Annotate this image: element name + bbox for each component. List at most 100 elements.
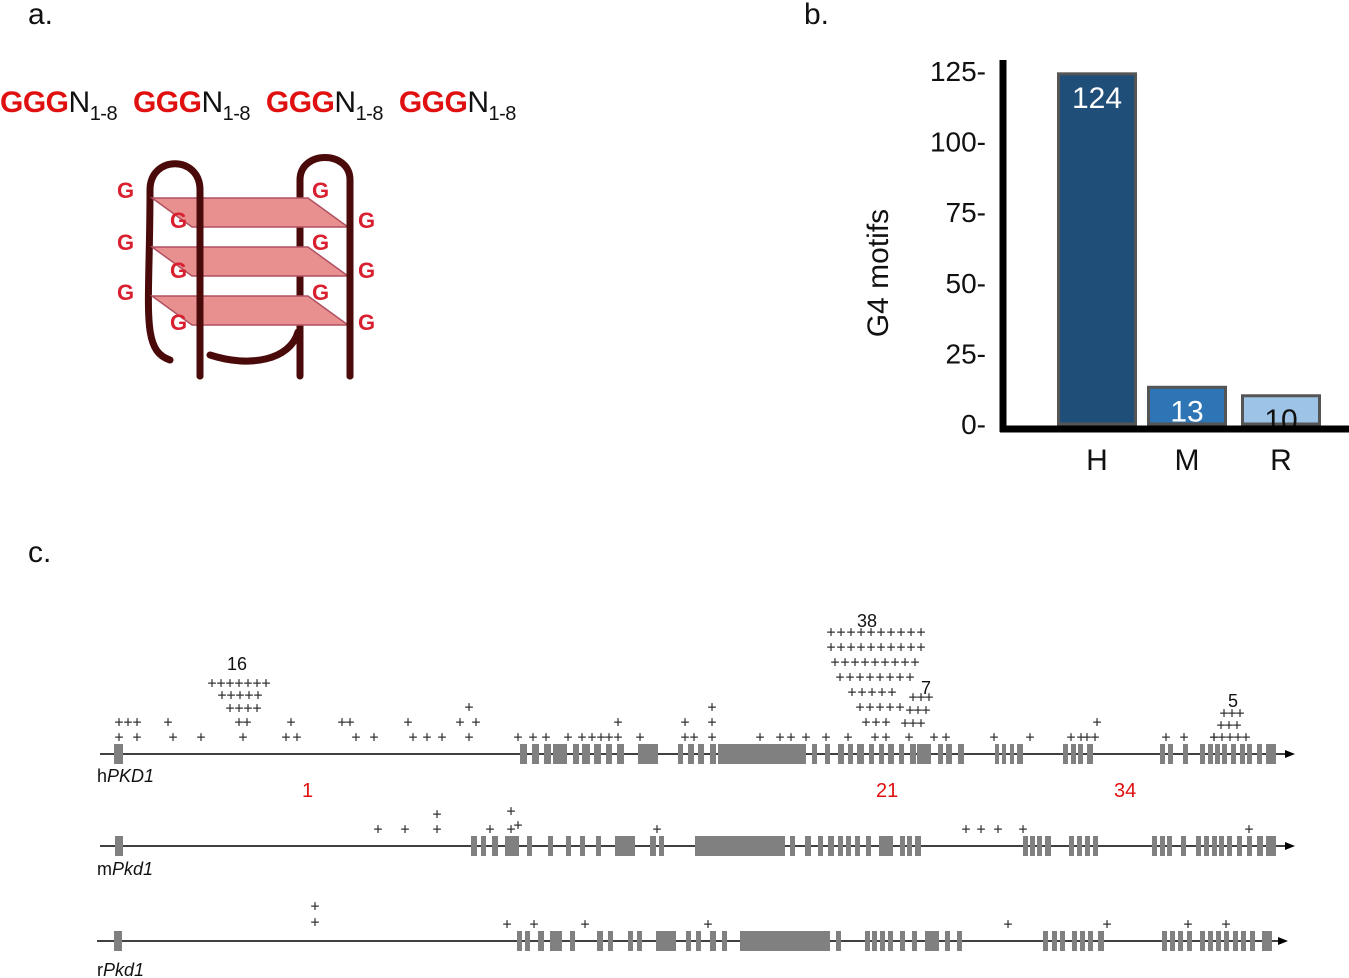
exon	[1187, 931, 1192, 951]
gene-labels: hPKD1 mPkd1 rPkd1	[97, 766, 154, 978]
g4-site-mark: +	[860, 653, 869, 671]
exon	[1168, 744, 1173, 764]
g4-site-mark: +	[1025, 728, 1034, 746]
g4-site-mark: +	[846, 638, 855, 656]
exon	[1208, 744, 1213, 764]
g4-site-mark: +	[485, 820, 494, 838]
g4-site-mark: +	[604, 728, 613, 746]
exon	[865, 931, 870, 951]
g4-site-mark: +	[881, 728, 890, 746]
bar-M	[1147, 385, 1227, 426]
exon	[656, 931, 676, 951]
strand-loops	[144, 154, 354, 380]
exon	[570, 931, 575, 951]
exon	[1093, 836, 1098, 856]
g4-site-mark: +	[845, 668, 854, 686]
g4-site-mark: +	[252, 699, 261, 717]
right-loop-strand	[296, 154, 354, 380]
g4-site-mark: +	[408, 728, 417, 746]
g4-site-mark: +	[114, 728, 123, 746]
g4-site-mark: +	[132, 728, 141, 746]
guanine-label: G	[358, 208, 375, 233]
exon	[888, 931, 893, 951]
g4-site-mark: +	[1209, 728, 1218, 746]
strand-fronts	[196, 186, 354, 380]
motif-unit: GGGN1-8	[133, 86, 251, 124]
gene-prefix: r	[97, 960, 103, 978]
g4-site-mark: +	[310, 913, 319, 931]
exon	[1037, 836, 1042, 856]
y-tick-label: 75-	[946, 197, 986, 228]
exon	[1162, 931, 1167, 951]
exon-label: 34	[1114, 780, 1136, 802]
g4-site-mark: +	[1225, 728, 1234, 746]
g4-site-mark: +	[351, 728, 360, 746]
x-tick-label: H	[1086, 444, 1108, 477]
exon	[696, 931, 701, 951]
exon	[1178, 931, 1183, 951]
g4-site-mark: +	[403, 713, 412, 731]
exon	[606, 744, 612, 764]
g4-site-mark: +	[225, 699, 234, 717]
exon	[1078, 744, 1083, 764]
gene-label-mouse: mPkd1	[97, 859, 153, 879]
g4-site-mark: +	[1227, 704, 1236, 722]
g4-site-mark: +	[855, 668, 864, 686]
exon	[1219, 836, 1224, 856]
exon	[912, 931, 917, 951]
g4-site-mark: +	[910, 653, 919, 671]
exon	[1216, 931, 1221, 951]
exon	[1241, 931, 1246, 951]
exon	[1237, 836, 1242, 856]
exon	[594, 744, 601, 764]
g4-site-mark: +	[1219, 704, 1228, 722]
g4-site-mark: +	[680, 713, 689, 731]
exon	[925, 931, 939, 951]
g4-site-mark: +	[941, 728, 950, 746]
exon	[872, 931, 877, 951]
exon	[114, 744, 123, 764]
exon	[695, 836, 785, 856]
exon	[838, 836, 843, 856]
exon	[1231, 744, 1236, 764]
exon	[114, 931, 122, 951]
g4-site-mark: +	[856, 638, 865, 656]
exon	[938, 744, 943, 764]
g4-site-mark: +	[905, 668, 914, 686]
g4-site-mark: +	[836, 623, 845, 641]
g4-site-mark: +	[1235, 704, 1244, 722]
x-tick-label: M	[1175, 444, 1200, 477]
g4-site-mark: +	[1161, 728, 1170, 746]
exon-number-labels: 1 21 34	[302, 780, 1136, 802]
exon	[115, 836, 123, 856]
exon	[1085, 836, 1090, 856]
g4-site-mark: +	[529, 915, 538, 933]
exon	[1043, 931, 1048, 951]
exon	[1017, 744, 1023, 764]
cluster-count: 7	[921, 678, 931, 698]
exon	[910, 744, 916, 764]
exon	[520, 744, 527, 764]
guanine-label: G	[117, 280, 134, 305]
exon	[471, 836, 477, 856]
exon	[1204, 836, 1209, 856]
exon	[1152, 836, 1157, 856]
g4-site-mark: +	[437, 728, 446, 746]
g4-site-mark: +	[513, 816, 522, 834]
g4-site-mark: +	[455, 713, 464, 731]
g4-site-mark: +	[281, 728, 290, 746]
g4-site-mark: +	[163, 713, 172, 731]
exon	[1088, 931, 1093, 951]
g4-site-mark: +	[243, 674, 252, 692]
exon	[1240, 744, 1245, 764]
exon-label: 21	[876, 780, 898, 802]
exon	[888, 744, 894, 764]
exon	[637, 931, 642, 951]
g4-site-mark: +	[876, 638, 885, 656]
g4-site-mark: +	[906, 638, 915, 656]
g4-site-mark: +	[871, 713, 880, 731]
guanine-label: G	[358, 258, 375, 283]
motif-n: N	[201, 86, 223, 119]
g4-site-mark: +	[1224, 716, 1233, 734]
